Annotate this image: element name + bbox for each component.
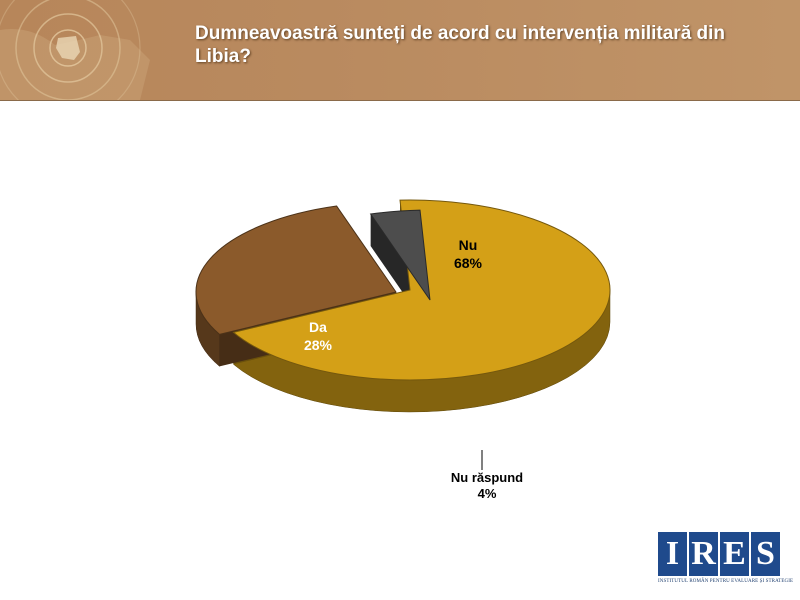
ires-logo: I R E S INSTITUTUL ROMÂN PENTRU EVALUARE… bbox=[658, 532, 794, 590]
logo-letter-i: I bbox=[658, 532, 687, 576]
pie-labels: Nu 68% Da 28% Nu răspund 4% bbox=[304, 237, 523, 501]
slice-label-nu-raspund: Nu răspund bbox=[451, 470, 523, 485]
pie-slice-1 bbox=[195, 205, 397, 335]
slide-header: Dumneavoastră sunteți de acord cu interv… bbox=[0, 0, 800, 101]
pie-slices bbox=[195, 199, 611, 413]
logo-letter-e: E bbox=[720, 532, 749, 576]
page-title: Dumneavoastră sunteți de acord cu interv… bbox=[195, 23, 726, 67]
pie-slice-2 bbox=[369, 209, 431, 301]
logo-subtitle: INSTITUTUL ROMÂN PENTRU EVALUARE ȘI STRA… bbox=[658, 579, 794, 584]
logo-letter-r: R bbox=[689, 532, 718, 576]
slice-label-da: Da bbox=[309, 319, 327, 335]
pie-chart: Nu 68% Da 28% Nu răspund 4% bbox=[195, 199, 611, 501]
pie-slice-0 bbox=[232, 199, 611, 381]
slice-value-da: 28% bbox=[304, 337, 333, 353]
libya-map-icon bbox=[0, 0, 150, 100]
slice-value-nu: 68% bbox=[454, 255, 483, 271]
slice-value-nu-raspund: 4% bbox=[478, 486, 497, 501]
logo-letter-s: S bbox=[751, 532, 780, 576]
slice-label-nu: Nu bbox=[459, 237, 478, 253]
